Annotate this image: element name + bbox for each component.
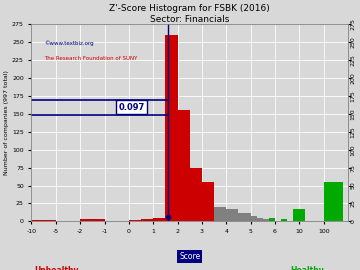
Bar [269,218,275,221]
Bar [238,213,251,221]
Text: Score: Score [179,252,201,261]
Text: ©www.textbiz.org: ©www.textbiz.org [44,40,94,46]
Bar [190,168,202,221]
Text: 0.097: 0.097 [118,103,144,112]
Bar [263,219,269,221]
Bar [244,214,251,221]
Bar [202,182,214,221]
Bar [251,216,257,221]
Title: Z'-Score Histogram for FSBK (2016)
Sector: Financials: Z'-Score Histogram for FSBK (2016) Secto… [109,4,270,23]
Bar [226,208,238,221]
Bar [153,218,165,221]
Text: The Research Foundation of SUNY: The Research Foundation of SUNY [44,56,138,61]
Bar [129,220,153,221]
Bar [214,207,226,221]
Bar [165,35,177,221]
Bar [281,219,287,221]
Bar [257,218,263,221]
Bar [177,110,190,221]
Y-axis label: Number of companies (997 total): Number of companies (997 total) [4,70,9,175]
Bar [80,218,104,221]
Bar [293,208,305,221]
Bar [141,219,153,221]
Bar [31,220,56,221]
Text: Unhealthy: Unhealthy [35,266,79,270]
Text: Healthy: Healthy [290,266,324,270]
Bar [324,182,343,221]
